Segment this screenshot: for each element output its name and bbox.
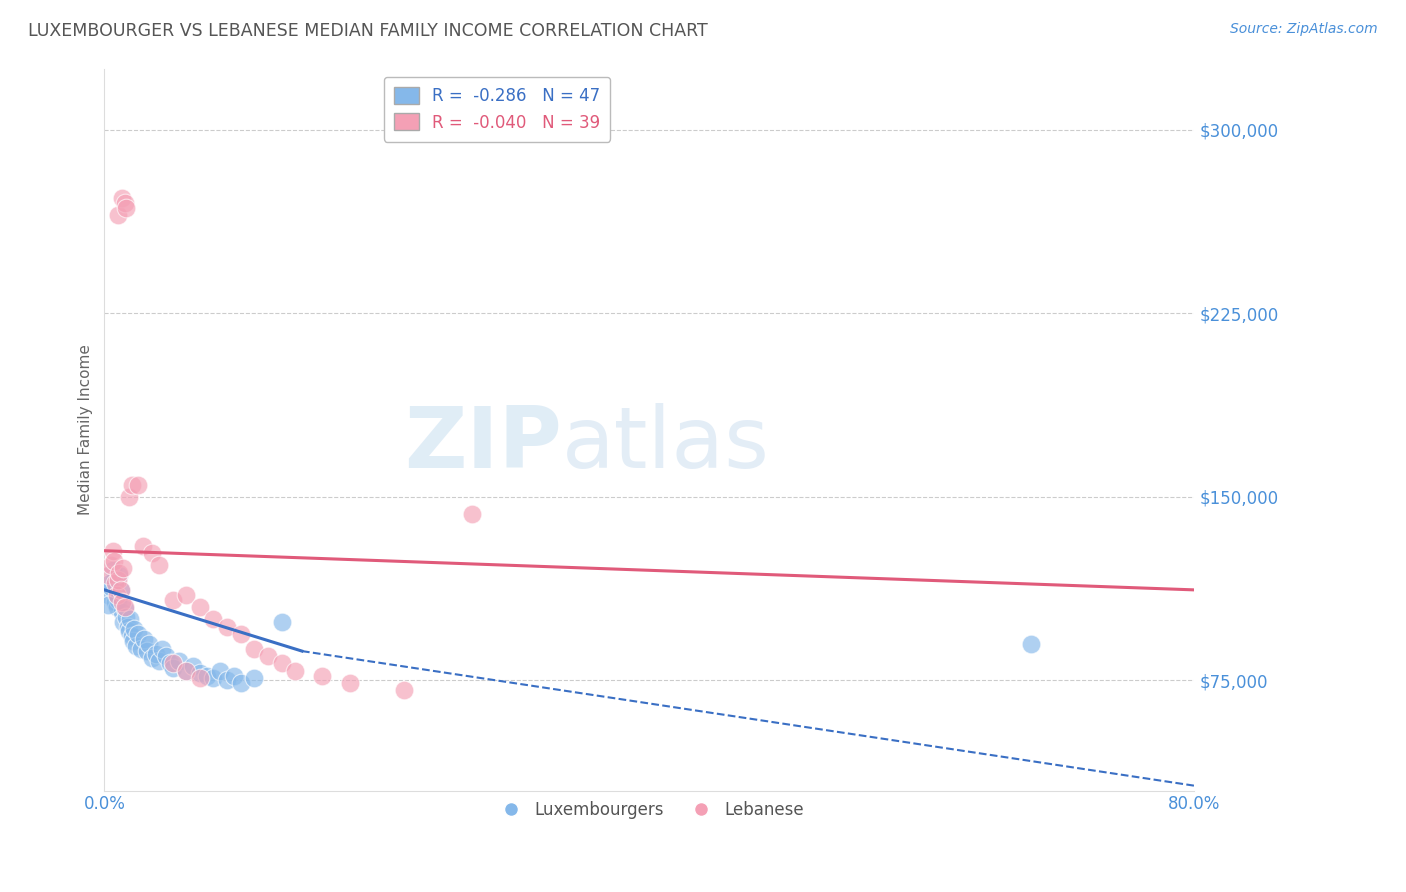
Point bbox=[114, 600, 136, 615]
Point bbox=[145, 647, 167, 661]
Point bbox=[111, 191, 134, 205]
Point bbox=[243, 641, 266, 656]
Point bbox=[169, 654, 191, 668]
Point bbox=[111, 605, 134, 619]
Point bbox=[150, 641, 173, 656]
Point bbox=[202, 612, 225, 626]
Point bbox=[135, 644, 157, 658]
Point bbox=[209, 664, 232, 678]
Point bbox=[121, 477, 143, 491]
Point bbox=[215, 673, 238, 688]
Point bbox=[270, 615, 292, 629]
Point bbox=[162, 657, 184, 671]
Point bbox=[270, 657, 292, 671]
Point bbox=[138, 637, 160, 651]
Point bbox=[97, 568, 120, 582]
Point bbox=[229, 676, 252, 690]
Point bbox=[108, 568, 131, 582]
Point bbox=[112, 615, 135, 629]
Point bbox=[243, 671, 266, 685]
Point bbox=[131, 539, 153, 553]
Point bbox=[97, 588, 120, 602]
Point bbox=[284, 664, 307, 678]
Point bbox=[121, 629, 143, 643]
Point bbox=[195, 668, 218, 682]
Point bbox=[97, 598, 120, 612]
Point bbox=[461, 507, 484, 521]
Point bbox=[107, 573, 129, 587]
Point bbox=[125, 639, 148, 653]
Point bbox=[174, 664, 197, 678]
Text: LUXEMBOURGER VS LEBANESE MEDIAN FAMILY INCOME CORRELATION CHART: LUXEMBOURGER VS LEBANESE MEDIAN FAMILY I… bbox=[28, 22, 707, 40]
Point bbox=[108, 566, 131, 580]
Point bbox=[127, 627, 149, 641]
Point bbox=[103, 553, 125, 567]
Point bbox=[105, 588, 128, 602]
Point bbox=[100, 558, 122, 573]
Point bbox=[120, 612, 142, 626]
Point bbox=[118, 624, 141, 639]
Point bbox=[110, 582, 132, 597]
Point bbox=[122, 634, 145, 648]
Y-axis label: Median Family Income: Median Family Income bbox=[79, 344, 93, 515]
Point bbox=[110, 582, 132, 597]
Point bbox=[174, 588, 197, 602]
Point bbox=[188, 600, 211, 615]
Point bbox=[101, 543, 124, 558]
Point bbox=[127, 477, 149, 491]
Point bbox=[148, 654, 170, 668]
Point bbox=[257, 648, 280, 663]
Point bbox=[124, 622, 146, 636]
Point bbox=[141, 651, 163, 665]
Point bbox=[115, 201, 138, 215]
Point bbox=[101, 563, 124, 577]
Point bbox=[115, 609, 138, 624]
Point bbox=[159, 657, 181, 671]
Point bbox=[311, 668, 333, 682]
Point bbox=[155, 648, 177, 663]
Text: Source: ZipAtlas.com: Source: ZipAtlas.com bbox=[1230, 22, 1378, 37]
Point bbox=[1019, 637, 1042, 651]
Point bbox=[105, 600, 128, 615]
Point bbox=[392, 683, 415, 698]
Point bbox=[148, 558, 170, 573]
Point bbox=[202, 671, 225, 685]
Text: atlas: atlas bbox=[562, 402, 770, 485]
Point bbox=[104, 595, 127, 609]
Point bbox=[103, 573, 125, 587]
Point bbox=[118, 490, 141, 504]
Point bbox=[339, 676, 361, 690]
Point bbox=[188, 666, 211, 681]
Point bbox=[117, 619, 139, 633]
Point bbox=[188, 671, 211, 685]
Point bbox=[98, 575, 121, 590]
Point bbox=[112, 561, 135, 575]
Point bbox=[132, 632, 155, 646]
Point bbox=[107, 208, 129, 222]
Point bbox=[104, 575, 127, 590]
Point bbox=[229, 627, 252, 641]
Point bbox=[174, 664, 197, 678]
Point bbox=[162, 592, 184, 607]
Point bbox=[181, 658, 204, 673]
Point bbox=[162, 661, 184, 675]
Point bbox=[129, 641, 152, 656]
Point bbox=[215, 619, 238, 633]
Point bbox=[114, 602, 136, 616]
Text: ZIP: ZIP bbox=[405, 402, 562, 485]
Point bbox=[107, 592, 129, 607]
Point bbox=[141, 546, 163, 560]
Point bbox=[222, 668, 245, 682]
Point bbox=[111, 595, 134, 609]
Legend: Luxembourgers, Lebanese: Luxembourgers, Lebanese bbox=[488, 794, 811, 826]
Point bbox=[114, 196, 136, 211]
Point bbox=[100, 581, 122, 595]
